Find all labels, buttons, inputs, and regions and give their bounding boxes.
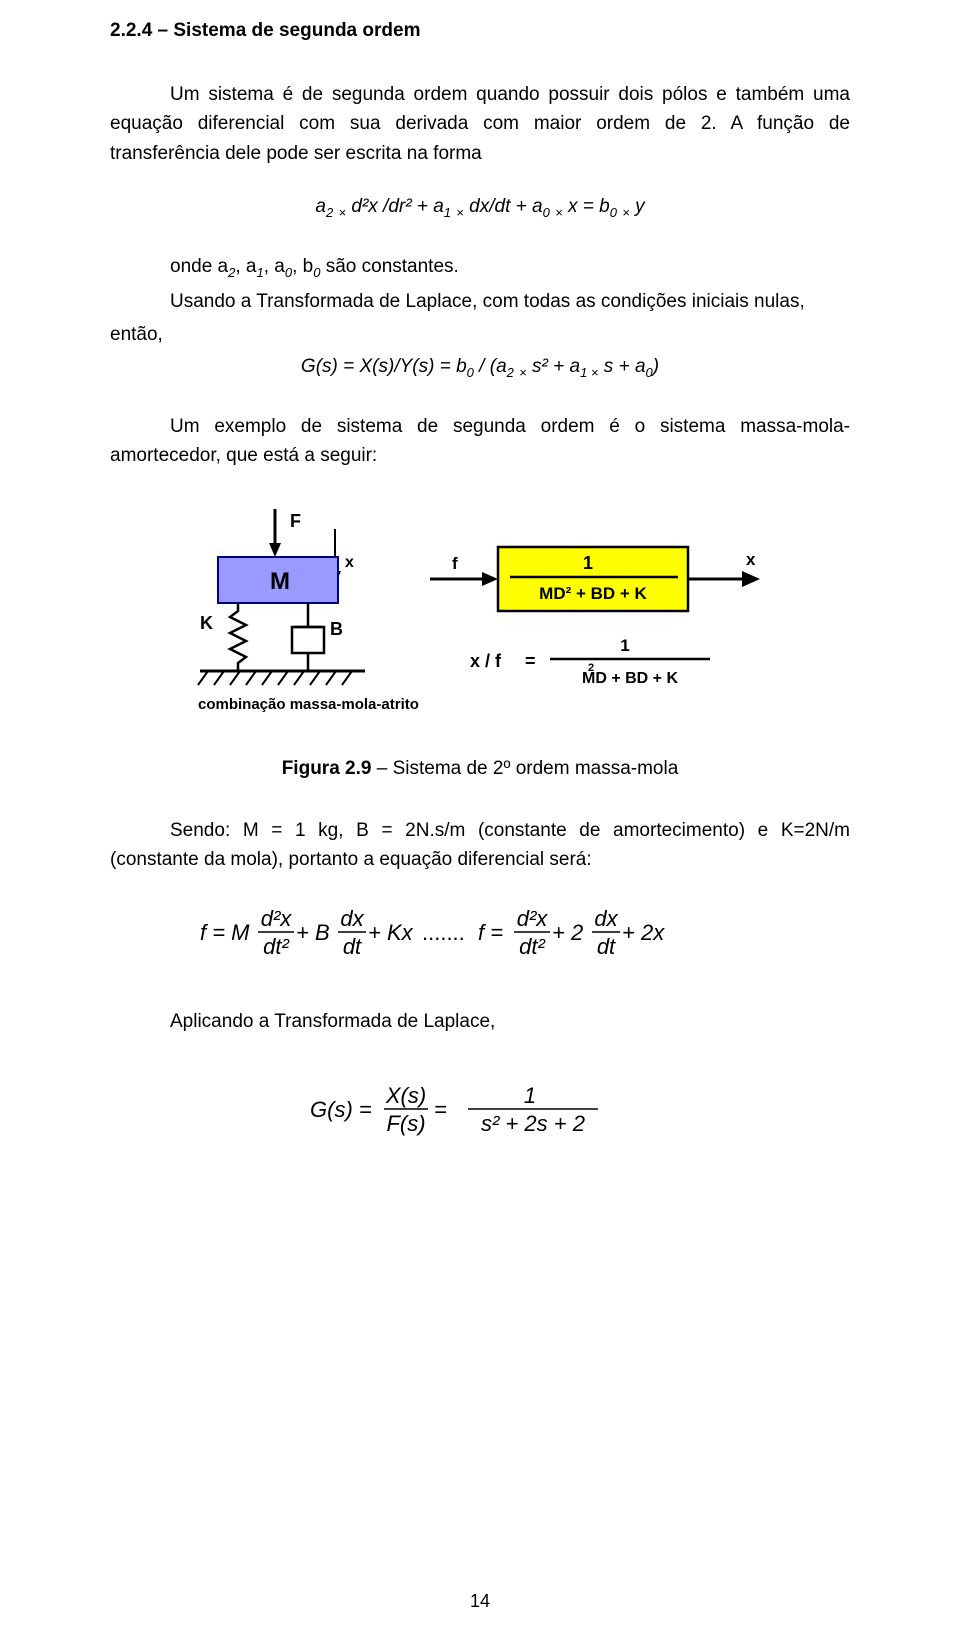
line-entao: então, [110,320,850,349]
label-F: F [290,511,301,531]
svg-text:+ Kx: + Kx [368,920,414,945]
equation-4: G(s) = X(s) F(s) = 1 s² + 2s + 2 [110,1077,850,1146]
paragraph-3: Sendo: M = 1 kg, B = 2N.s/m (constante d… [110,816,850,875]
svg-text:1: 1 [524,1083,536,1108]
svg-text:s² + 2s + 2: s² + 2s + 2 [481,1111,585,1136]
svg-text:d²x: d²x [517,906,549,931]
label-B: B [330,619,343,639]
ratio-eq: = [525,651,536,671]
line-usando: Usando a Transformada de Laplace, com to… [110,287,850,316]
label-x: x [345,554,354,571]
paragraph-1: Um sistema é de segunda ordem quando pos… [110,80,850,168]
label-x-out: x [746,550,756,569]
equation-2: G(s) = X(s)/Y(s) = b0 / (a2 × s² + a1 × … [110,356,850,380]
figure-caption-bold: Figura 2.9 [282,758,372,779]
svg-text:+ B: + B [296,920,330,945]
figure-subtitle: combinação massa-mola-atrito [198,696,419,713]
ratio-lhs: x / f [470,651,502,671]
svg-text:dt²: dt² [263,934,289,959]
svg-text:dt: dt [597,934,616,959]
tf-den: MD² + BD + K [539,584,647,603]
svg-text:=: = [434,1097,447,1122]
figure-2-9: F x M K B [180,499,780,734]
tf-num: 1 [583,553,593,573]
equation-3: f = M d²x dt² + B dx dt + Kx ....... f =… [110,902,850,967]
ratio-den: MD + BD + K [582,670,678,687]
svg-text:F(s): F(s) [386,1111,425,1136]
svg-text:d²x: d²x [261,906,293,931]
svg-text:+ 2x: + 2x [622,920,665,945]
equation-1: a2 × d²x /dr² + a1 × dx/dt + a0 × x = b0… [110,196,850,220]
label-K: K [200,613,213,633]
figure-caption-rest: – Sistema de 2º ordem massa-mola [371,758,678,779]
svg-text:dx: dx [340,906,364,931]
line-onde: onde a2, a1, a0, b0 são constantes. [110,252,850,283]
ratio-exp: 2 [588,662,594,674]
svg-text:f =: f = [478,920,503,945]
svg-text:f = M: f = M [200,920,250,945]
svg-text:+ 2: + 2 [552,920,583,945]
page-number: 14 [0,1591,960,1612]
svg-text:X(s): X(s) [385,1083,426,1108]
ratio-num: 1 [620,636,629,655]
svg-text:.......: ....... [422,920,465,945]
svg-text:G(s) =: G(s) = [310,1097,372,1122]
label-f: f [452,554,458,573]
section-heading: 2.2.4 – Sistema de segunda ordem [110,20,850,42]
svg-text:dx: dx [594,906,618,931]
svg-text:dt: dt [343,934,362,959]
svg-text:dt²: dt² [519,934,545,959]
paragraph-2: Um exemplo de sistema de segunda ordem é… [110,412,850,471]
label-M: M [270,568,290,595]
paragraph-4: Aplicando a Transformada de Laplace, [110,1007,850,1036]
figure-caption: Figura 2.9 – Sistema de 2º ordem massa-m… [110,758,850,780]
